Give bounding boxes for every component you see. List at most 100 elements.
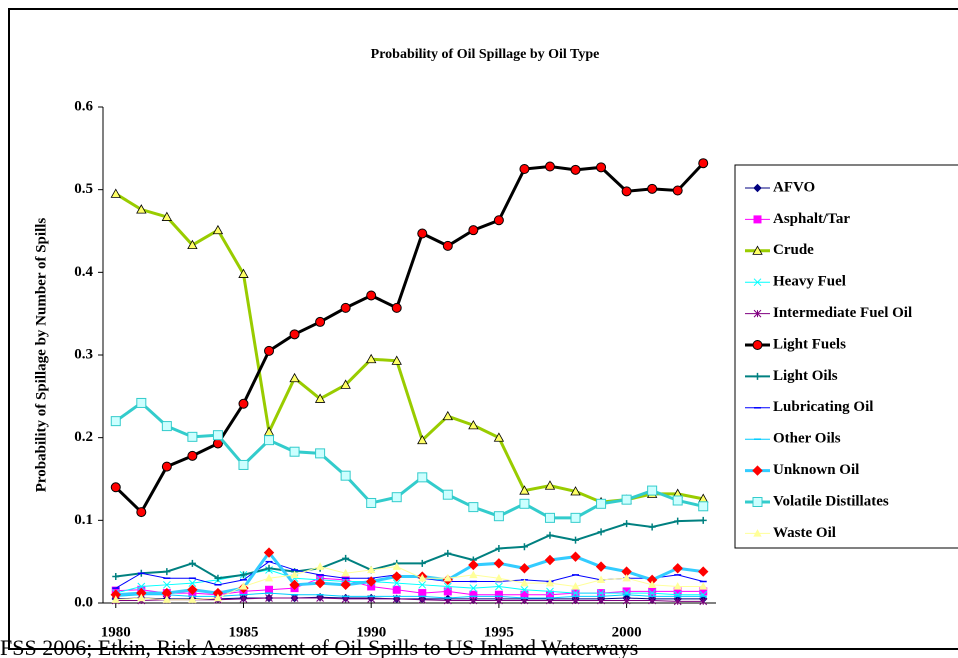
- marker: [340, 579, 351, 591]
- marker: [315, 316, 326, 327]
- marker: [212, 430, 223, 441]
- chart-title: Probability of Oil Spillage by Oil Type: [371, 47, 600, 62]
- marker: [163, 580, 171, 589]
- marker: [418, 589, 427, 598]
- chart-border: [8, 8, 958, 650]
- marker: [596, 162, 607, 173]
- marker: [136, 204, 147, 214]
- marker: [239, 571, 247, 579]
- marker: [418, 559, 426, 567]
- marker: [265, 564, 273, 572]
- marker: [315, 448, 326, 459]
- marker: [187, 431, 198, 442]
- marker: [290, 594, 299, 602]
- series-line: [114, 192, 704, 504]
- marker: [753, 278, 762, 287]
- marker: [647, 183, 658, 194]
- marker: [468, 419, 479, 430]
- marker: [238, 459, 249, 470]
- y-tick-label: 0.4: [74, 264, 93, 280]
- legend-label: Waste Oil: [773, 525, 836, 541]
- marker: [673, 582, 682, 590]
- marker: [188, 595, 197, 603]
- marker: [392, 585, 401, 594]
- marker: [391, 355, 402, 365]
- marker: [263, 547, 275, 558]
- marker: [469, 570, 478, 579]
- y-tick-label: 0.6: [74, 98, 93, 114]
- marker: [264, 435, 275, 446]
- legend-label: Lubricating Oil: [773, 399, 873, 415]
- marker: [648, 589, 656, 597]
- y-tick-label: 0.3: [74, 346, 93, 362]
- marker: [161, 211, 173, 221]
- marker: [752, 497, 763, 507]
- marker: [314, 393, 326, 403]
- marker: [753, 529, 762, 537]
- y-tick-label: 0.5: [74, 181, 93, 197]
- caption: FSS 2006; Etkin, Risk Assessment of Oil …: [0, 635, 638, 658]
- marker: [392, 562, 401, 570]
- legend-label: Heavy Fuel: [773, 274, 846, 290]
- marker: [214, 574, 222, 582]
- marker: [544, 161, 555, 172]
- marker: [136, 507, 147, 518]
- marker: [238, 268, 249, 278]
- marker: [571, 582, 580, 590]
- marker: [341, 568, 350, 577]
- marker: [340, 379, 351, 389]
- marker: [699, 516, 707, 524]
- marker: [494, 573, 504, 582]
- marker: [672, 185, 683, 196]
- legend-label: Light Fuels: [773, 336, 846, 352]
- marker: [673, 597, 682, 606]
- marker: [699, 597, 708, 606]
- marker: [188, 579, 197, 588]
- marker: [752, 340, 763, 350]
- marker: [239, 582, 248, 590]
- legend-label: Intermediate Fuel Oil: [773, 305, 912, 321]
- marker: [444, 549, 452, 557]
- marker: [752, 465, 763, 476]
- x-tick-label: 1990: [356, 624, 386, 640]
- legend-label: Crude: [773, 242, 814, 258]
- marker: [698, 566, 709, 577]
- marker: [365, 576, 377, 587]
- marker: [340, 302, 351, 313]
- marker: [519, 563, 530, 574]
- marker: [110, 188, 121, 198]
- series-line: [115, 550, 704, 597]
- marker: [469, 584, 478, 592]
- marker: [442, 410, 453, 421]
- marker: [752, 245, 763, 255]
- marker: [596, 498, 607, 509]
- marker: [110, 416, 121, 427]
- x-tick-label: 1980: [101, 624, 131, 640]
- marker: [314, 577, 326, 589]
- marker: [544, 480, 556, 490]
- marker: [137, 593, 146, 602]
- marker: [417, 434, 428, 445]
- marker: [493, 511, 504, 522]
- marker: [366, 497, 377, 508]
- marker: [136, 397, 147, 408]
- marker: [753, 183, 762, 193]
- marker: [698, 158, 709, 169]
- marker: [621, 186, 632, 197]
- marker: [648, 587, 657, 596]
- marker: [596, 575, 606, 584]
- marker: [111, 595, 120, 603]
- marker: [289, 446, 300, 457]
- legend-label: Volatile Distillates: [773, 493, 889, 509]
- marker: [163, 568, 171, 576]
- marker: [597, 596, 605, 605]
- marker: [289, 329, 300, 340]
- marker: [112, 573, 120, 581]
- marker: [622, 596, 631, 605]
- marker: [391, 571, 402, 582]
- marker: [648, 596, 656, 605]
- legend-label: Light Oils: [773, 368, 838, 384]
- marker: [468, 559, 479, 571]
- marker: [265, 585, 274, 594]
